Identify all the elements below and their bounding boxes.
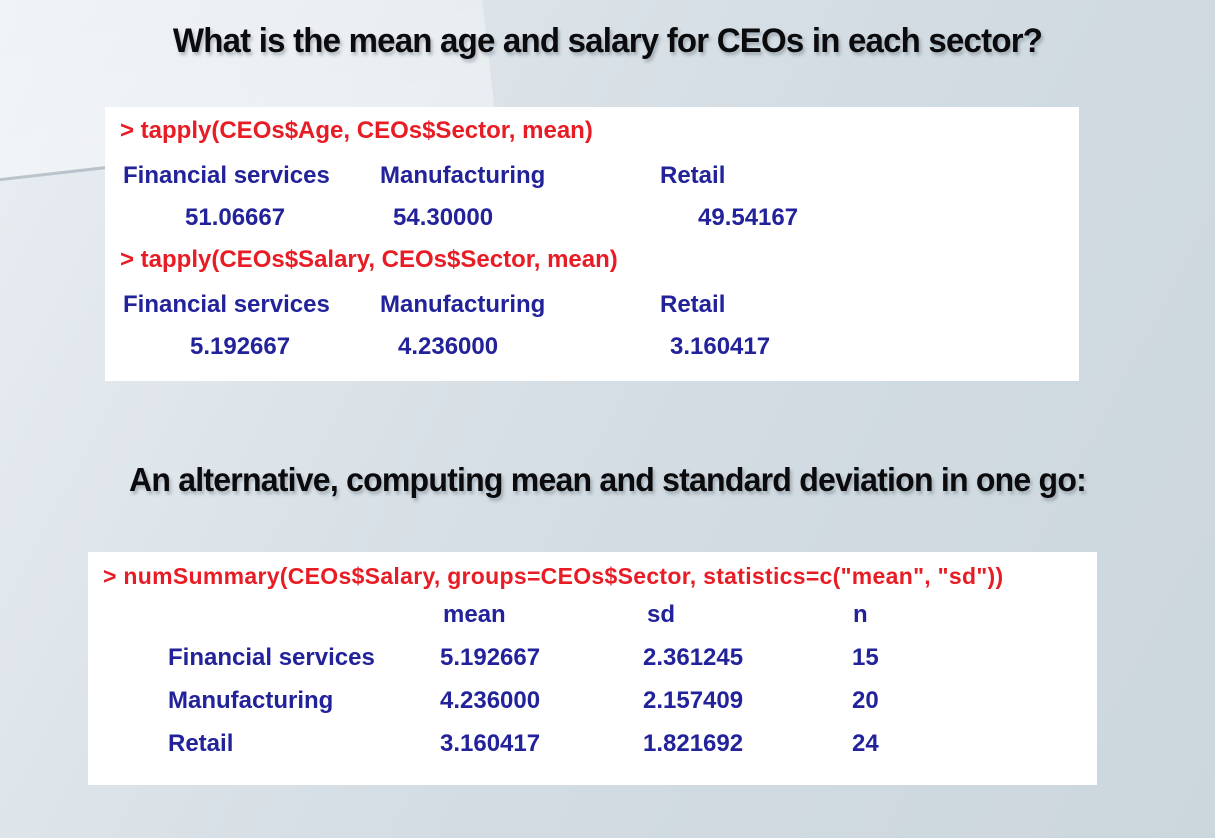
column-header-n: n [853, 601, 868, 628]
r-output-box-tapply: > tapply(CEOs$Age, CEOs$Sector, mean) Fi… [105, 107, 1079, 381]
r-command-tapply-age: > tapply(CEOs$Age, CEOs$Sector, mean) [120, 117, 593, 144]
sector-header-financial: Financial services [123, 162, 330, 189]
row-label-retail: Retail [168, 730, 234, 757]
sector-header-retail: Retail [660, 162, 726, 189]
r-output-box-numsummary: > numSummary(CEOs$Salary, groups=CEOs$Se… [88, 552, 1097, 785]
sector-header-retail: Retail [660, 291, 726, 318]
sector-header-financial: Financial services [123, 291, 330, 318]
column-header-mean: mean [443, 601, 506, 628]
mean-value: 4.236000 [440, 687, 541, 714]
n-value: 20 [852, 687, 879, 714]
mean-value: 5.192667 [440, 644, 541, 671]
r-command-tapply-salary: > tapply(CEOs$Salary, CEOs$Sector, mean) [120, 246, 618, 273]
mean-value: 3.160417 [440, 730, 541, 757]
column-header-sd: sd [647, 601, 676, 628]
mean-age-financial: 51.06667 [185, 204, 286, 231]
alternative-heading: An alternative, computing mean and stand… [129, 461, 1087, 498]
sd-value: 2.361245 [643, 644, 744, 671]
question-heading: What is the mean age and salary for CEOs… [172, 22, 1043, 60]
sd-value: 2.157409 [643, 687, 744, 714]
mean-salary-manufacturing: 4.236000 [398, 333, 499, 360]
row-label-manufacturing: Manufacturing [168, 687, 334, 714]
mean-salary-financial: 5.192667 [190, 333, 291, 360]
sector-header-manufacturing: Manufacturing [380, 162, 546, 189]
sd-value: 1.821692 [643, 730, 744, 757]
sector-header-manufacturing: Manufacturing [380, 291, 546, 318]
r-command-numsummary: > numSummary(CEOs$Salary, groups=CEOs$Se… [103, 563, 1004, 589]
n-value: 15 [852, 644, 879, 671]
mean-salary-retail: 3.160417 [670, 333, 771, 360]
row-label-financial: Financial services [168, 644, 375, 671]
mean-age-manufacturing: 54.30000 [393, 204, 494, 231]
mean-age-retail: 49.54167 [698, 204, 799, 231]
n-value: 24 [852, 730, 879, 757]
